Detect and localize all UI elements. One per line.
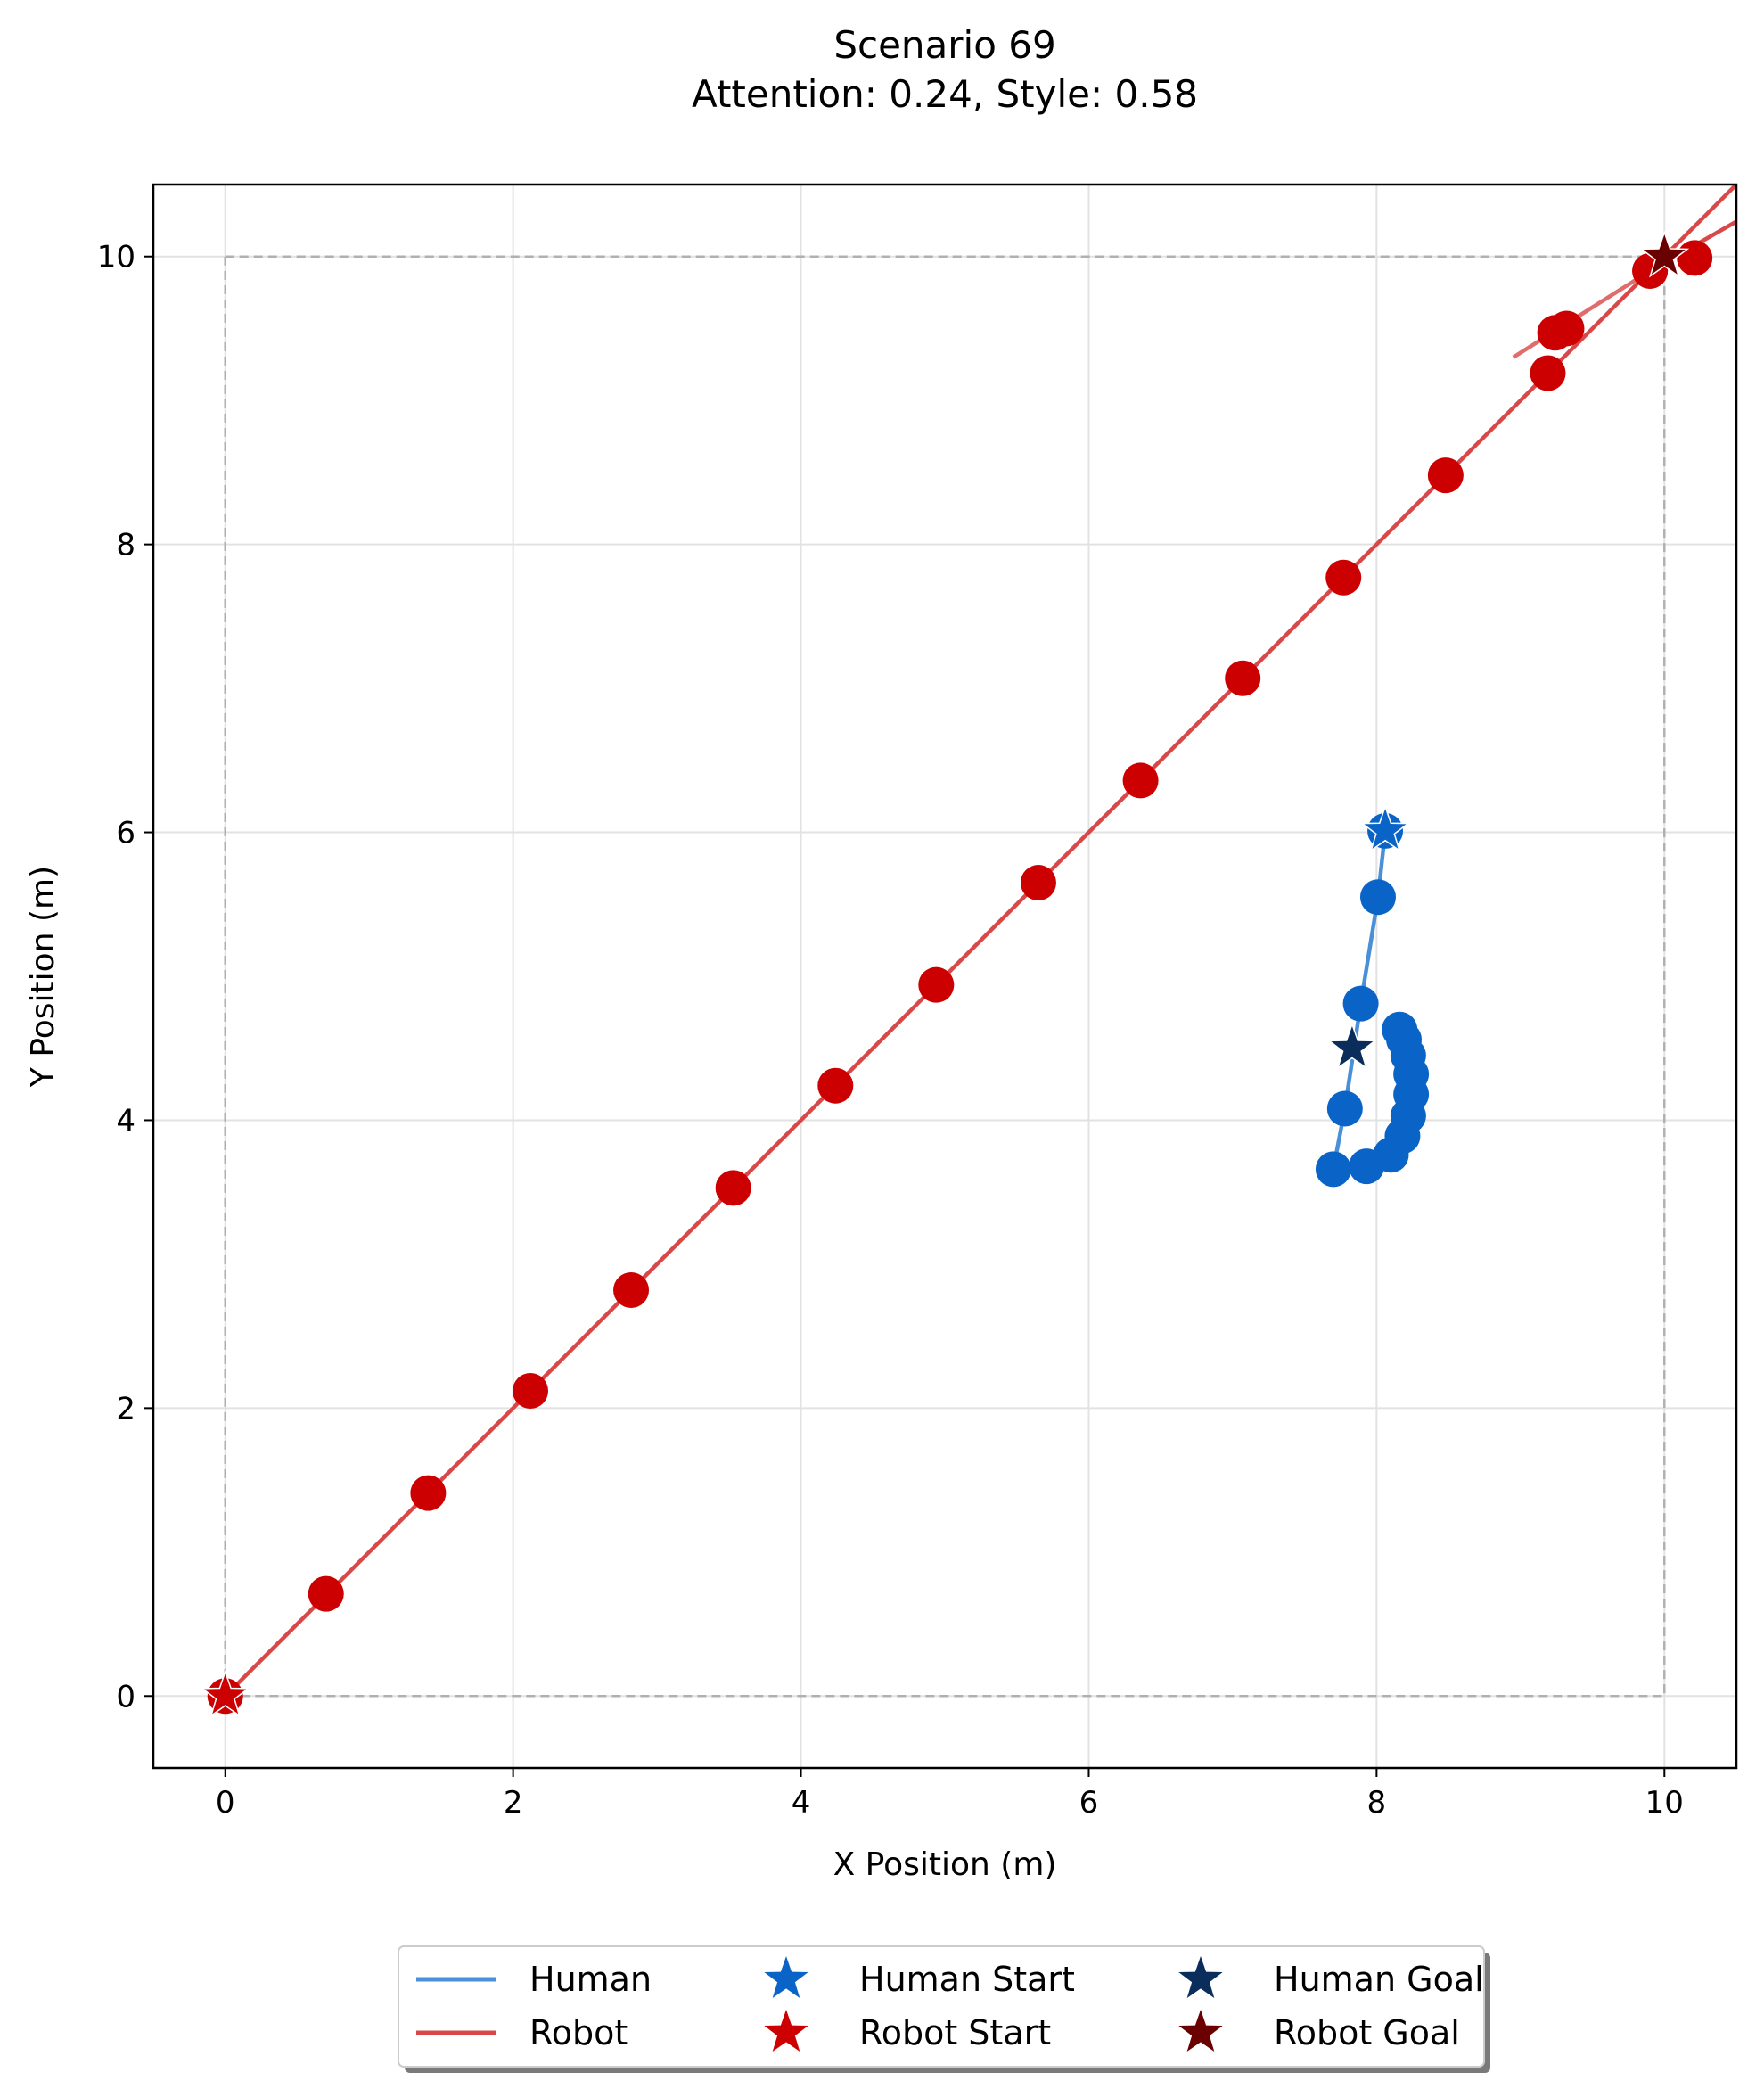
x-tick-label: 4	[792, 1785, 811, 1821]
chart-title: Scenario 69	[833, 23, 1055, 67]
human-goal-marker	[1327, 1022, 1377, 1070]
robot-path-line	[224, 185, 1736, 1698]
marker-layer	[200, 230, 1690, 1717]
robot-path-line	[1512, 268, 1652, 359]
robot-point	[1122, 762, 1159, 799]
human-start-marker	[1360, 804, 1410, 852]
legend-robot-goal-label: Robot Goal	[1274, 2013, 1460, 2052]
series-layer	[207, 185, 1736, 1715]
y-tick-label: 4	[116, 1103, 135, 1139]
robot-start-marker	[200, 1670, 250, 1717]
y-tick-label: 8	[116, 528, 135, 563]
x-tick-label: 8	[1367, 1785, 1387, 1821]
legend-robot-start-label: Robot Start	[859, 2013, 1051, 2052]
robot-point	[1325, 559, 1362, 596]
legend-robot-label: Robot	[529, 2013, 628, 2052]
robot-point	[817, 1067, 854, 1104]
legend-robot-goal-swatch	[1178, 2010, 1223, 2052]
robot-point	[1530, 355, 1566, 391]
robot-goal-marker	[1639, 230, 1690, 278]
x-axis-label: X Position (m)	[833, 1846, 1057, 1883]
plot-frame	[152, 183, 1738, 1770]
robot-point	[1677, 240, 1713, 276]
legend-human-goal-swatch	[1178, 1956, 1223, 1998]
y-tick-label: 0	[116, 1679, 135, 1715]
human-point	[1359, 879, 1396, 916]
robot-point	[410, 1475, 447, 1511]
y-tick-label: 10	[97, 240, 135, 275]
robot-point	[1020, 865, 1056, 901]
legend-human-start-swatch	[764, 1956, 808, 1998]
legend-human-goal-label: Human Goal	[1274, 1960, 1484, 1999]
human-point	[1326, 1090, 1363, 1127]
human-point	[1315, 1151, 1351, 1188]
boundary-rect	[224, 255, 1666, 1698]
legend: Human Robot Human Start Robot Start Human Go…	[398, 1945, 1490, 2073]
robot-point	[918, 966, 955, 1003]
robot-series	[207, 185, 1736, 1715]
legend-robot-start-swatch	[764, 2010, 808, 2052]
human-series	[1315, 812, 1430, 1188]
chart-subtitle: Attention: 0.24, Style: 0.58	[692, 72, 1198, 116]
tick-layer: 0 2 4 6 8 10 0 2 4 6 8 10	[97, 240, 1684, 1821]
y-axis-label: Y Position (m)	[25, 866, 62, 1088]
robot-point	[308, 1575, 344, 1612]
robot-point	[715, 1170, 751, 1206]
y-tick-label: 6	[116, 816, 135, 851]
x-tick-label: 0	[216, 1785, 235, 1821]
x-tick-label: 6	[1079, 1785, 1099, 1821]
robot-point	[1537, 315, 1573, 351]
human-point	[1342, 985, 1379, 1022]
legend-human-label: Human	[529, 1960, 652, 1999]
x-tick-label: 10	[1645, 1785, 1684, 1821]
human-point	[1382, 1011, 1418, 1048]
robot-point	[513, 1372, 549, 1409]
y-tick-label: 2	[116, 1391, 135, 1427]
robot-point	[1225, 660, 1261, 696]
x-tick-label: 2	[504, 1785, 523, 1821]
robot-point	[613, 1271, 650, 1308]
robot-point	[1427, 457, 1464, 494]
boundary-box	[224, 255, 1666, 1698]
legend-human-start-label: Human Start	[859, 1960, 1075, 1999]
